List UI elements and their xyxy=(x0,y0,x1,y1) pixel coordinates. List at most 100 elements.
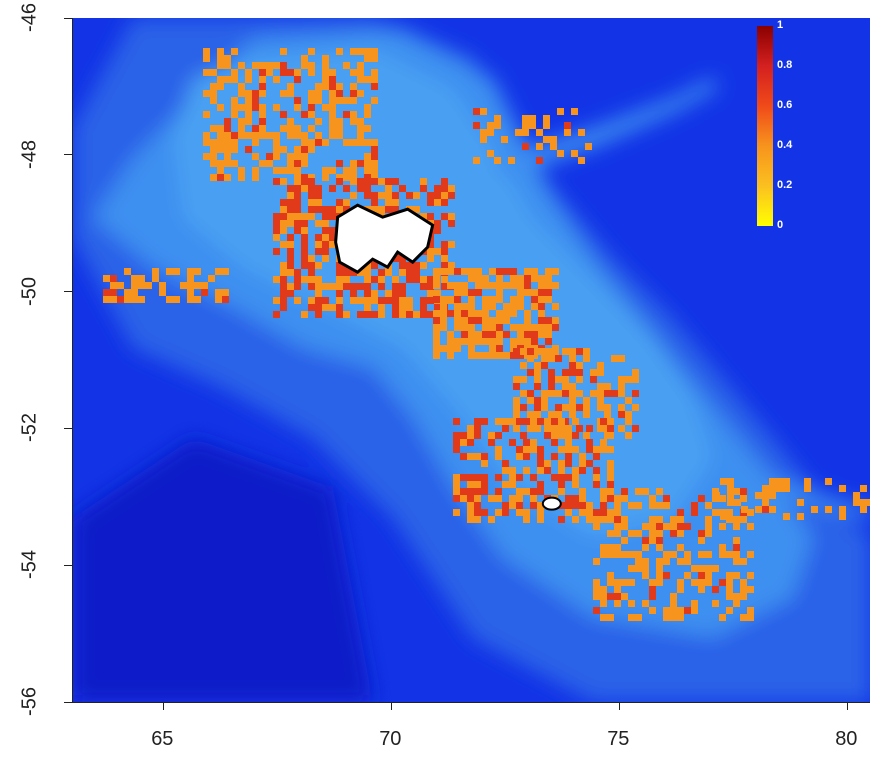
habitat-cell xyxy=(173,296,180,303)
habitat-cell xyxy=(569,390,576,397)
habitat-cell xyxy=(245,111,252,118)
habitat-cell xyxy=(510,310,517,317)
habitat-cell xyxy=(173,268,180,275)
habitat-cell xyxy=(287,283,294,290)
habitat-cell xyxy=(364,76,371,83)
habitat-cell xyxy=(713,492,720,499)
habitat-cell xyxy=(385,185,392,192)
habitat-cell xyxy=(217,160,224,167)
habitat-cell xyxy=(329,227,336,234)
habitat-cell xyxy=(597,390,604,397)
habitat-cell xyxy=(551,453,558,460)
habitat-cell xyxy=(578,129,585,136)
habitat-cell xyxy=(308,255,315,262)
habitat-cell xyxy=(488,432,495,439)
habitat-cell xyxy=(741,506,748,513)
habitat-cell xyxy=(467,425,474,432)
habitat-cell xyxy=(301,220,308,227)
habitat-cell xyxy=(534,383,541,390)
habitat-cell xyxy=(301,311,308,318)
habitat-cell xyxy=(273,234,280,241)
habitat-cell xyxy=(496,331,503,338)
habitat-cell xyxy=(467,495,474,502)
habitat-cell xyxy=(503,317,510,324)
habitat-cell xyxy=(266,132,273,139)
habitat-cell xyxy=(565,425,572,432)
habitat-cell xyxy=(322,139,329,146)
habitat-cell xyxy=(524,317,531,324)
habitat-cell xyxy=(705,565,712,572)
habitat-cell xyxy=(454,317,461,324)
habitat-cell xyxy=(287,185,294,192)
habitat-cell xyxy=(586,439,593,446)
habitat-cell xyxy=(527,348,534,355)
habitat-cell xyxy=(453,488,460,495)
habitat-cell xyxy=(427,192,434,199)
habitat-cell xyxy=(238,90,245,97)
y-tick-label: -50 xyxy=(18,276,41,306)
habitat-cell xyxy=(628,600,635,607)
habitat-cell xyxy=(698,565,705,572)
habitat-cell xyxy=(726,607,733,614)
habitat-cell xyxy=(406,276,413,283)
habitat-cell xyxy=(329,167,336,174)
habitat-cell xyxy=(329,111,336,118)
habitat-cell xyxy=(350,48,357,55)
habitat-cell xyxy=(522,122,529,129)
habitat-cell xyxy=(642,572,649,579)
habitat-cell xyxy=(245,76,252,83)
habitat-cell xyxy=(315,290,322,297)
habitat-cell xyxy=(583,397,590,404)
habitat-cell xyxy=(378,269,385,276)
habitat-cell xyxy=(301,213,308,220)
habitat-cell xyxy=(474,425,481,432)
habitat-cell xyxy=(516,474,523,481)
habitat-cell xyxy=(482,331,489,338)
habitat-cell xyxy=(475,317,482,324)
habitat-cell xyxy=(138,282,145,289)
habitat-cell xyxy=(677,530,684,537)
habitat-cell xyxy=(550,143,557,150)
habitat-cell xyxy=(621,551,628,558)
habitat-cell xyxy=(315,283,322,290)
habitat-cell xyxy=(280,199,287,206)
habitat-cell xyxy=(259,132,266,139)
habitat-cell xyxy=(614,600,621,607)
habitat-cell xyxy=(217,55,224,62)
habitat-cell xyxy=(541,355,548,362)
habitat-cell xyxy=(769,492,776,499)
habitat-cell xyxy=(461,310,468,317)
habitat-cell xyxy=(301,276,308,283)
habitat-cell xyxy=(322,167,329,174)
habitat-cell xyxy=(531,303,538,310)
habitat-cell xyxy=(308,185,315,192)
habitat-cell xyxy=(364,297,371,304)
habitat-cell xyxy=(350,83,357,90)
habitat-cell xyxy=(569,411,576,418)
habitat-cell xyxy=(677,586,684,593)
habitat-cell xyxy=(590,376,597,383)
habitat-cell xyxy=(280,269,287,276)
habitat-cell xyxy=(273,76,280,83)
habitat-cell xyxy=(649,537,656,544)
habitat-cell xyxy=(727,478,734,485)
habitat-cell xyxy=(301,139,308,146)
habitat-cell xyxy=(544,425,551,432)
habitat-cell xyxy=(684,607,691,614)
habitat-cell xyxy=(322,255,329,262)
habitat-cell xyxy=(371,146,378,153)
habitat-cell xyxy=(614,523,621,530)
habitat-cell xyxy=(343,269,350,276)
habitat-cell xyxy=(336,174,343,181)
habitat-cell xyxy=(392,192,399,199)
habitat-cell xyxy=(453,446,460,453)
habitat-cell xyxy=(712,509,719,516)
habitat-cell xyxy=(517,275,524,282)
habitat-cell xyxy=(534,376,541,383)
habitat-cell xyxy=(224,132,231,139)
habitat-cell xyxy=(495,495,502,502)
habitat-cell xyxy=(152,268,159,275)
habitat-cell xyxy=(572,474,579,481)
habitat-cell xyxy=(614,593,621,600)
habitat-cell xyxy=(364,167,371,174)
